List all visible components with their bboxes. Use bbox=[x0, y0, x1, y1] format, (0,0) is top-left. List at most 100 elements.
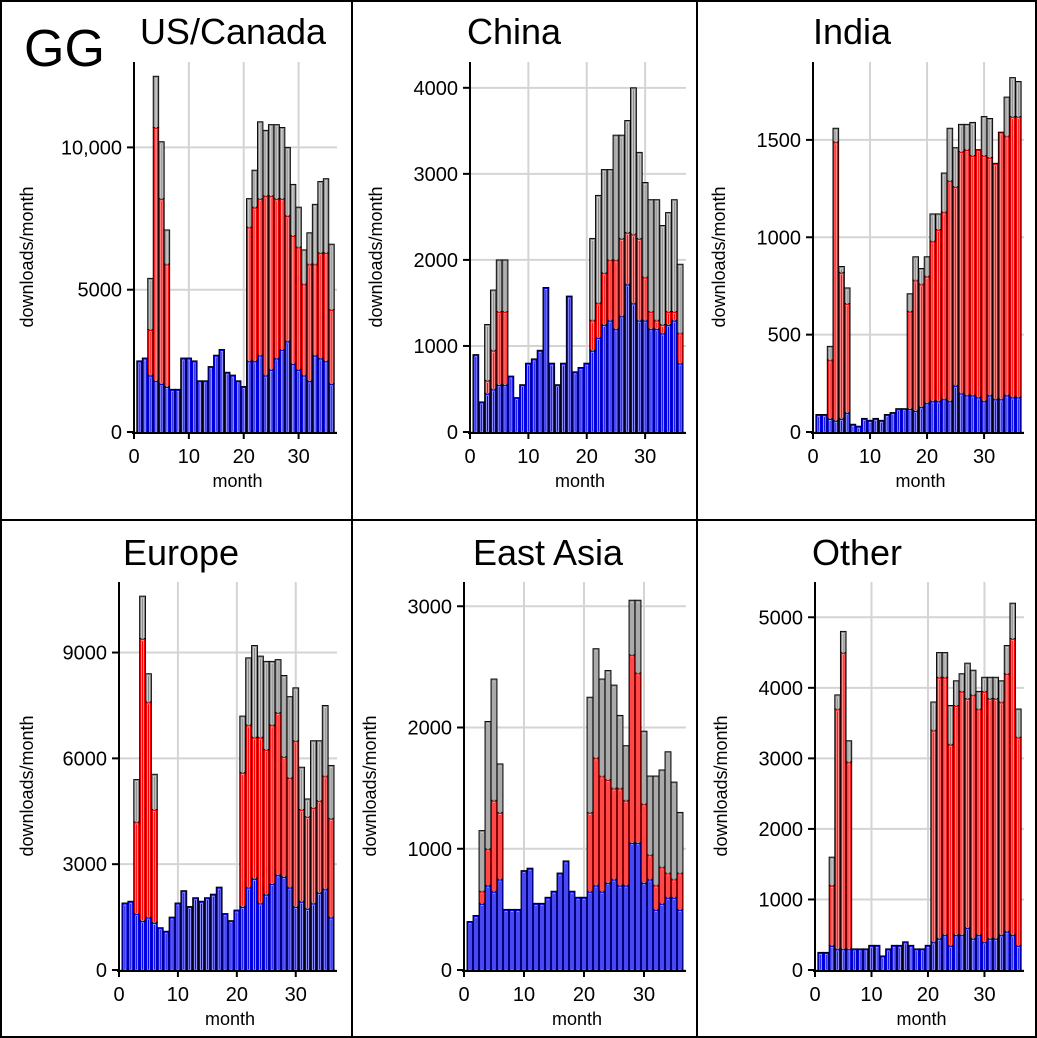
bar-segment bbox=[174, 902, 182, 971]
bar-segment-highlight bbox=[1005, 675, 1009, 932]
bar-segment bbox=[664, 872, 672, 898]
bar-segment bbox=[930, 701, 937, 731]
bar-segment bbox=[624, 283, 631, 433]
bar-segment bbox=[484, 720, 492, 850]
bar-segment-highlight bbox=[678, 813, 682, 874]
bar-segment-highlight bbox=[480, 892, 484, 904]
bar-segment bbox=[676, 362, 684, 433]
bar-segment-highlight bbox=[632, 235, 635, 304]
bar-segment bbox=[958, 934, 966, 971]
bar-segment-highlight bbox=[308, 265, 311, 382]
bar-segment bbox=[612, 328, 620, 433]
bar-segment bbox=[251, 206, 258, 362]
bar-segment bbox=[317, 252, 324, 359]
bar-segment bbox=[986, 937, 994, 971]
bar-segment-highlight bbox=[147, 675, 150, 703]
bar-segment bbox=[218, 349, 225, 433]
bar-segment bbox=[268, 660, 276, 726]
bar-segment-highlight bbox=[834, 129, 838, 143]
bar-segment bbox=[670, 319, 678, 433]
bar-segment-highlight bbox=[600, 777, 604, 892]
bar-segment bbox=[845, 948, 853, 971]
bar-segment bbox=[658, 902, 666, 971]
bar-segment bbox=[310, 807, 317, 904]
bar-segment bbox=[604, 779, 612, 884]
bar-segment bbox=[634, 842, 642, 971]
bar-segment-highlight bbox=[624, 747, 628, 801]
bar-segment bbox=[670, 896, 678, 971]
bar-segment-highlight bbox=[1000, 682, 1003, 703]
bar-segment bbox=[676, 811, 684, 874]
bar-segment bbox=[986, 118, 994, 158]
bar-segment bbox=[952, 186, 959, 386]
bar-segment-highlight bbox=[275, 200, 278, 359]
bar-segment bbox=[981, 690, 988, 943]
bar-segment-highlight bbox=[264, 751, 268, 895]
bar-segment bbox=[640, 803, 648, 884]
bar-segment bbox=[941, 676, 949, 936]
bar-segment-highlight bbox=[275, 126, 278, 200]
bar-segment bbox=[952, 147, 959, 188]
bar-segment bbox=[571, 371, 579, 433]
bar-segment bbox=[1009, 637, 1016, 936]
bar-segment-highlight bbox=[319, 183, 322, 254]
bar-segment bbox=[595, 336, 602, 433]
bar-segment-highlight bbox=[994, 700, 997, 939]
bar-segment bbox=[267, 195, 275, 370]
bar-segment bbox=[133, 821, 141, 915]
bar-segment-highlight bbox=[486, 850, 490, 886]
x-tick-label: 30 bbox=[973, 984, 995, 1006]
bar-segment-highlight bbox=[836, 710, 839, 950]
bar-segment bbox=[612, 259, 620, 330]
bar-segment bbox=[273, 357, 280, 433]
bar-segment bbox=[139, 637, 146, 922]
bar-segment bbox=[641, 182, 649, 278]
y-axis-title: downloads/month bbox=[366, 186, 386, 327]
bar-segment bbox=[946, 400, 954, 433]
y-tick-label: 0 bbox=[792, 960, 803, 982]
y-tick-label: 0 bbox=[447, 422, 458, 444]
chart-panel: East Asia 0 10 20 30 0 1000 2000 3000 month downlo… bbox=[360, 532, 686, 1029]
bar-segment bbox=[652, 884, 660, 910]
x-axis-title: month bbox=[205, 1009, 255, 1029]
bar-segment bbox=[969, 669, 977, 696]
bar-segment-highlight bbox=[908, 312, 912, 410]
bar-segment-highlight bbox=[606, 781, 610, 884]
bar-segment bbox=[233, 909, 241, 971]
bar-segment bbox=[606, 319, 614, 433]
bar-segment bbox=[565, 295, 573, 433]
bar-segment-highlight bbox=[165, 265, 169, 387]
bar-segment bbox=[670, 199, 678, 312]
y-tick-label: 4000 bbox=[759, 678, 804, 700]
bar-segment bbox=[321, 705, 329, 777]
y-tick-label: 3000 bbox=[759, 748, 804, 770]
bar-segment-highlight bbox=[630, 601, 634, 656]
bar-group bbox=[121, 595, 335, 971]
bar-segment bbox=[322, 178, 330, 254]
y-tick-label: 0 bbox=[96, 960, 107, 982]
bar-segment bbox=[834, 948, 841, 971]
x-tick-label: 30 bbox=[287, 446, 309, 468]
bar-segment bbox=[163, 386, 171, 433]
bar-segment-highlight bbox=[329, 819, 333, 918]
x-axis-title: month bbox=[552, 1009, 602, 1029]
bar-segment-highlight bbox=[149, 331, 152, 376]
bar-segment-highlight bbox=[847, 763, 851, 950]
bar-segment bbox=[918, 406, 925, 433]
bar-segment bbox=[1003, 930, 1011, 971]
bar-segment bbox=[889, 412, 897, 433]
bar-segment bbox=[628, 654, 636, 844]
bar-segment bbox=[630, 302, 637, 433]
bar-segment-highlight bbox=[492, 801, 496, 892]
y-axis-title: downloads/month bbox=[17, 715, 37, 856]
bar-segment bbox=[843, 412, 851, 433]
bar-segment-highlight bbox=[313, 265, 317, 356]
bar-segment bbox=[912, 410, 919, 433]
bar-segment bbox=[589, 349, 596, 433]
bar-segment-highlight bbox=[624, 801, 628, 886]
bar-segment bbox=[306, 263, 313, 382]
bar-segment bbox=[180, 890, 188, 971]
y-tick-label: 3000 bbox=[408, 596, 453, 618]
bar-segment bbox=[163, 263, 171, 387]
bar-segment-highlight bbox=[630, 656, 634, 844]
